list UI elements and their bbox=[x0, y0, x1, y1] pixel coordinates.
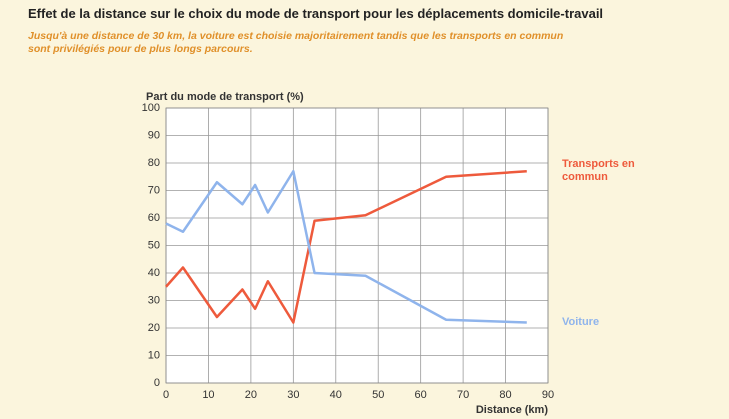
x-tick-label: 80 bbox=[499, 389, 511, 401]
plot-border bbox=[165, 107, 549, 384]
chart-title: Effet de la distance sur le choix du mod… bbox=[28, 6, 604, 21]
y-tick-label: 70 bbox=[148, 184, 160, 196]
x-tick-label: 50 bbox=[372, 389, 384, 401]
y-tick-label: 60 bbox=[148, 212, 160, 224]
x-tick-label: 60 bbox=[415, 389, 427, 401]
x-tick-label: 70 bbox=[457, 389, 469, 401]
y-tick-label: 80 bbox=[148, 157, 160, 169]
x-tick-label: 20 bbox=[245, 389, 257, 401]
y-tick-label: 10 bbox=[148, 349, 160, 361]
y-tick-label: 100 bbox=[142, 102, 160, 114]
chart-subtitle: Jusqu'à une distance de 30 km, la voitur… bbox=[28, 30, 564, 55]
x-tick-label: 90 bbox=[542, 389, 554, 401]
series-label: Voiture bbox=[562, 316, 600, 328]
series-line bbox=[165, 170, 527, 324]
x-tick-label: 40 bbox=[330, 389, 342, 401]
x-tick-label: 10 bbox=[202, 389, 214, 401]
y-tick-label: 20 bbox=[148, 322, 160, 334]
x-tick-label: 30 bbox=[287, 389, 299, 401]
y-tick-label: 90 bbox=[148, 129, 160, 141]
x-axis-label: Distance (km) bbox=[476, 404, 548, 416]
y-tick-label: 0 bbox=[154, 377, 160, 389]
y-tick-label: 30 bbox=[148, 294, 160, 306]
y-axis-label: Part du mode de transport (%) bbox=[146, 91, 304, 103]
x-tick-label: 0 bbox=[163, 389, 169, 401]
y-tick-label: 50 bbox=[148, 239, 160, 251]
y-tick-label: 40 bbox=[148, 267, 160, 279]
series-line bbox=[165, 170, 527, 324]
series-label: Transports en commun bbox=[562, 158, 635, 183]
